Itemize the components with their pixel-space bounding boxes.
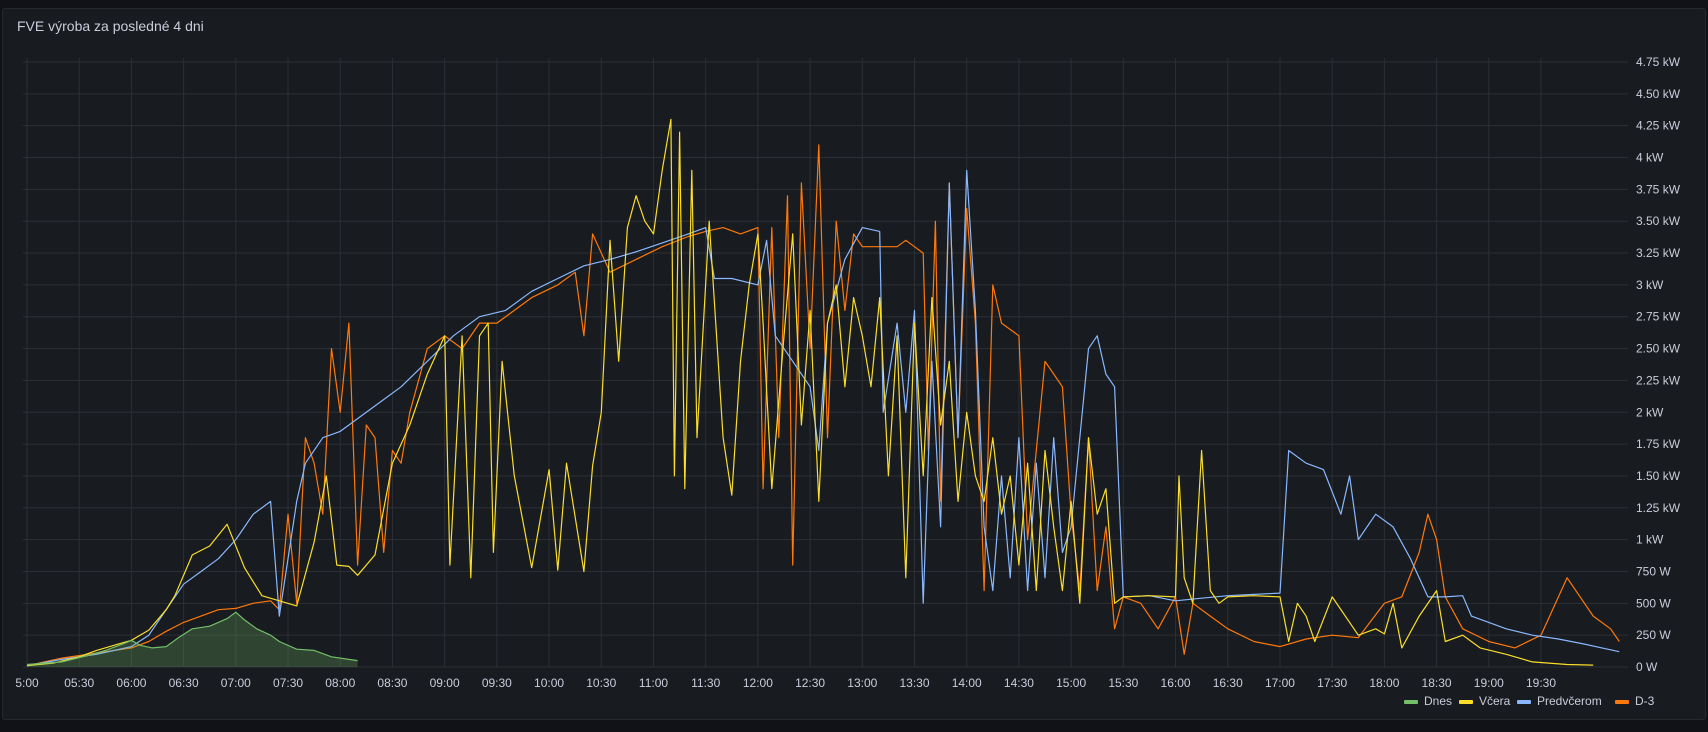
x-tick-label: 06:30 — [169, 676, 199, 690]
legend-swatch-d-3 — [1615, 700, 1629, 704]
x-tick-label: 11:30 — [691, 676, 720, 690]
x-tick-label: 15:30 — [1108, 676, 1138, 690]
legend-label-d-3[interactable]: D-3 — [1635, 694, 1655, 708]
x-tick-label: 14:30 — [1004, 676, 1034, 690]
x-tick-label: 17:30 — [1317, 676, 1347, 690]
y-tick-label: 500 W — [1636, 596, 1671, 610]
y-tick-label: 2.25 kW — [1636, 373, 1681, 387]
series-line-dnes — [26, 611, 358, 666]
x-tick-label: 05:30 — [64, 676, 94, 690]
x-tick-label: 10:00 — [534, 676, 564, 690]
y-tick-label: 3.75 kW — [1636, 182, 1681, 196]
bottom-strip — [0, 722, 1708, 732]
x-tick-label: 19:30 — [1526, 676, 1556, 690]
legend-swatch-dnes — [1404, 700, 1418, 704]
y-tick-label: 3 kW — [1636, 278, 1664, 292]
x-tick-label: 5:00 — [15, 676, 39, 690]
y-tick-label: 1 kW — [1636, 533, 1664, 547]
series-line-v-era — [26, 118, 1594, 667]
x-tick-label: 09:00 — [430, 676, 460, 690]
y-tick-label: 2 kW — [1636, 405, 1664, 419]
y-tick-label: 0 W — [1636, 660, 1658, 674]
y-tick-label: 3.50 kW — [1636, 214, 1681, 228]
x-tick-label: 07:00 — [221, 676, 251, 690]
x-tick-label: 19:00 — [1474, 676, 1504, 690]
x-tick-label: 12:00 — [743, 676, 773, 690]
x-tick-label: 14:00 — [952, 676, 982, 690]
y-tick-label: 2.75 kW — [1636, 310, 1681, 324]
series-line-d-3 — [26, 144, 1620, 667]
x-tick-label: 13:30 — [899, 676, 929, 690]
legend-label-predv-erom[interactable]: Predvčerom — [1537, 694, 1602, 708]
series-area-dnes — [27, 612, 358, 667]
x-tick-label: 13:00 — [847, 676, 877, 690]
x-tick-label: 16:00 — [1161, 676, 1191, 690]
x-tick-label: 10:30 — [586, 676, 616, 690]
legend-swatch-v-era — [1459, 700, 1473, 704]
x-tick-label: 06:00 — [116, 676, 146, 690]
y-tick-label: 1.25 kW — [1636, 501, 1681, 515]
y-tick-label: 4 kW — [1636, 151, 1664, 165]
y-tick-label: 4.75 kW — [1636, 55, 1681, 69]
y-tick-label: 250 W — [1636, 628, 1671, 642]
x-tick-label: 12:30 — [795, 676, 825, 690]
x-tick-label: 07:30 — [273, 676, 303, 690]
x-tick-label: 08:00 — [325, 676, 355, 690]
x-tick-label: 17:00 — [1265, 676, 1295, 690]
legend-label-dnes[interactable]: Dnes — [1424, 694, 1452, 708]
x-tick-label: 11:00 — [639, 676, 668, 690]
legend-label-v-era[interactable]: Včera — [1479, 694, 1511, 708]
y-tick-label: 4.50 kW — [1636, 87, 1681, 101]
y-tick-label: 1.75 kW — [1636, 437, 1681, 451]
x-tick-label: 18:00 — [1369, 676, 1399, 690]
x-tick-label: 18:30 — [1422, 676, 1452, 690]
x-tick-label: 15:00 — [1056, 676, 1086, 690]
y-tick-label: 3.25 kW — [1636, 246, 1681, 260]
legend-swatch-predv-erom — [1517, 700, 1531, 704]
y-tick-label: 2.50 kW — [1636, 342, 1681, 356]
y-tick-label: 4.25 kW — [1636, 119, 1681, 133]
x-tick-label: 09:30 — [482, 676, 512, 690]
y-tick-label: 750 W — [1636, 564, 1671, 578]
series-line-predv-erom — [26, 169, 1620, 667]
x-tick-label: 08:30 — [377, 676, 407, 690]
panel-title[interactable]: FVE výroba za posledné 4 dni — [17, 18, 204, 34]
x-tick-label: 16:30 — [1213, 676, 1243, 690]
y-tick-label: 1.50 kW — [1636, 469, 1681, 483]
chart-panel: FVE výroba za posledné 4 dni — [2, 8, 1706, 720]
